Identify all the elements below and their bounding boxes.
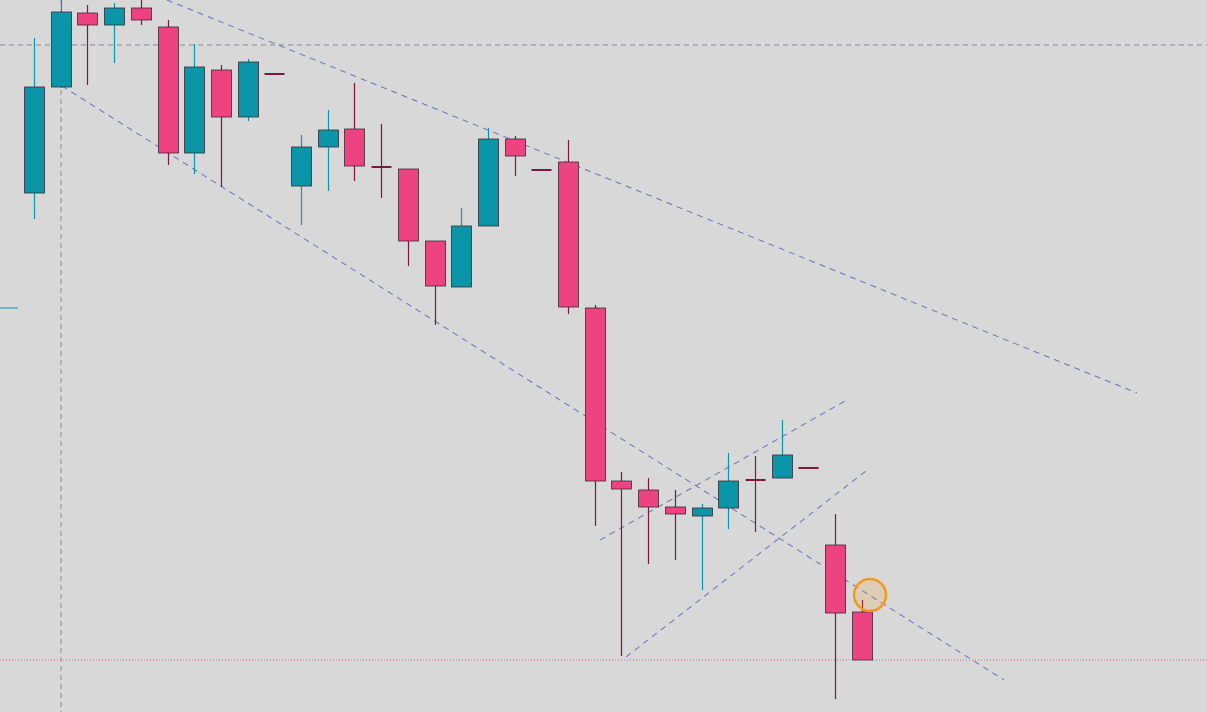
wedge-upper-trendline bbox=[599, 400, 846, 541]
candle-16 bbox=[425, 240, 446, 325]
candle-body-bearish bbox=[558, 161, 579, 308]
candle-body-bullish bbox=[318, 129, 339, 148]
candle-4 bbox=[104, 3, 125, 63]
candle-12 bbox=[318, 110, 339, 191]
candle-body-bullish bbox=[718, 480, 739, 509]
candle-9 bbox=[238, 59, 259, 121]
candle-body-bullish bbox=[51, 11, 72, 88]
candle-1 bbox=[24, 38, 45, 219]
wedge-lower-trendline bbox=[625, 470, 867, 658]
candle-body-bearish bbox=[211, 69, 232, 118]
candle-18 bbox=[478, 128, 499, 227]
candle-26 bbox=[692, 504, 713, 590]
candle-body-bearish bbox=[77, 12, 98, 26]
candle-body-bearish bbox=[638, 489, 659, 508]
candle-body-bearish bbox=[425, 240, 446, 287]
candle-25 bbox=[665, 490, 686, 560]
candle-body-bullish bbox=[451, 225, 472, 288]
candle-2 bbox=[51, 0, 72, 88]
breakout-marker-circle bbox=[852, 577, 888, 613]
candle-19 bbox=[505, 136, 526, 176]
candle-body-bearish bbox=[825, 544, 846, 614]
candle-body-bearish bbox=[852, 611, 873, 661]
candle-body-bullish bbox=[291, 146, 312, 187]
candle-body-bullish bbox=[772, 454, 793, 479]
candles-group bbox=[24, 0, 873, 699]
candle-body-bearish bbox=[665, 506, 686, 515]
candle-body-bullish bbox=[104, 7, 125, 26]
lower-channel-trendline bbox=[61, 85, 1005, 681]
candle-11 bbox=[291, 135, 312, 225]
candle-body-bullish bbox=[692, 507, 713, 517]
candle-24 bbox=[638, 478, 659, 564]
candle-body-bullish bbox=[478, 138, 499, 227]
trendlines bbox=[61, 0, 1138, 681]
candle-8 bbox=[211, 65, 232, 187]
candle-body-bearish bbox=[398, 168, 419, 242]
candle-14 bbox=[371, 124, 392, 198]
candle-28 bbox=[745, 456, 766, 532]
candle-23 bbox=[611, 472, 632, 656]
candle-body-bullish bbox=[24, 86, 45, 194]
candle-body-bullish bbox=[238, 61, 259, 118]
candle-6 bbox=[158, 20, 179, 165]
candle-body-bearish bbox=[158, 26, 179, 154]
candle-body-bearish bbox=[505, 138, 526, 157]
candle-body-bearish bbox=[585, 307, 606, 482]
candle-3 bbox=[77, 5, 98, 85]
candle-body-bearish bbox=[131, 7, 152, 21]
candle-21 bbox=[558, 140, 579, 314]
candle-13 bbox=[344, 83, 365, 181]
candle-body-bearish bbox=[344, 128, 365, 167]
candle-15 bbox=[398, 168, 419, 266]
candle-22 bbox=[585, 305, 606, 526]
candle-body-bullish bbox=[184, 66, 205, 154]
candle-17 bbox=[451, 208, 472, 288]
candle-29 bbox=[772, 420, 793, 479]
candle-7 bbox=[184, 44, 205, 174]
candle-31 bbox=[825, 514, 846, 699]
candle-27 bbox=[718, 453, 739, 529]
upper-channel-trendline bbox=[166, 0, 1138, 394]
candle-body-bearish bbox=[611, 480, 632, 490]
candle-5 bbox=[131, 0, 152, 25]
